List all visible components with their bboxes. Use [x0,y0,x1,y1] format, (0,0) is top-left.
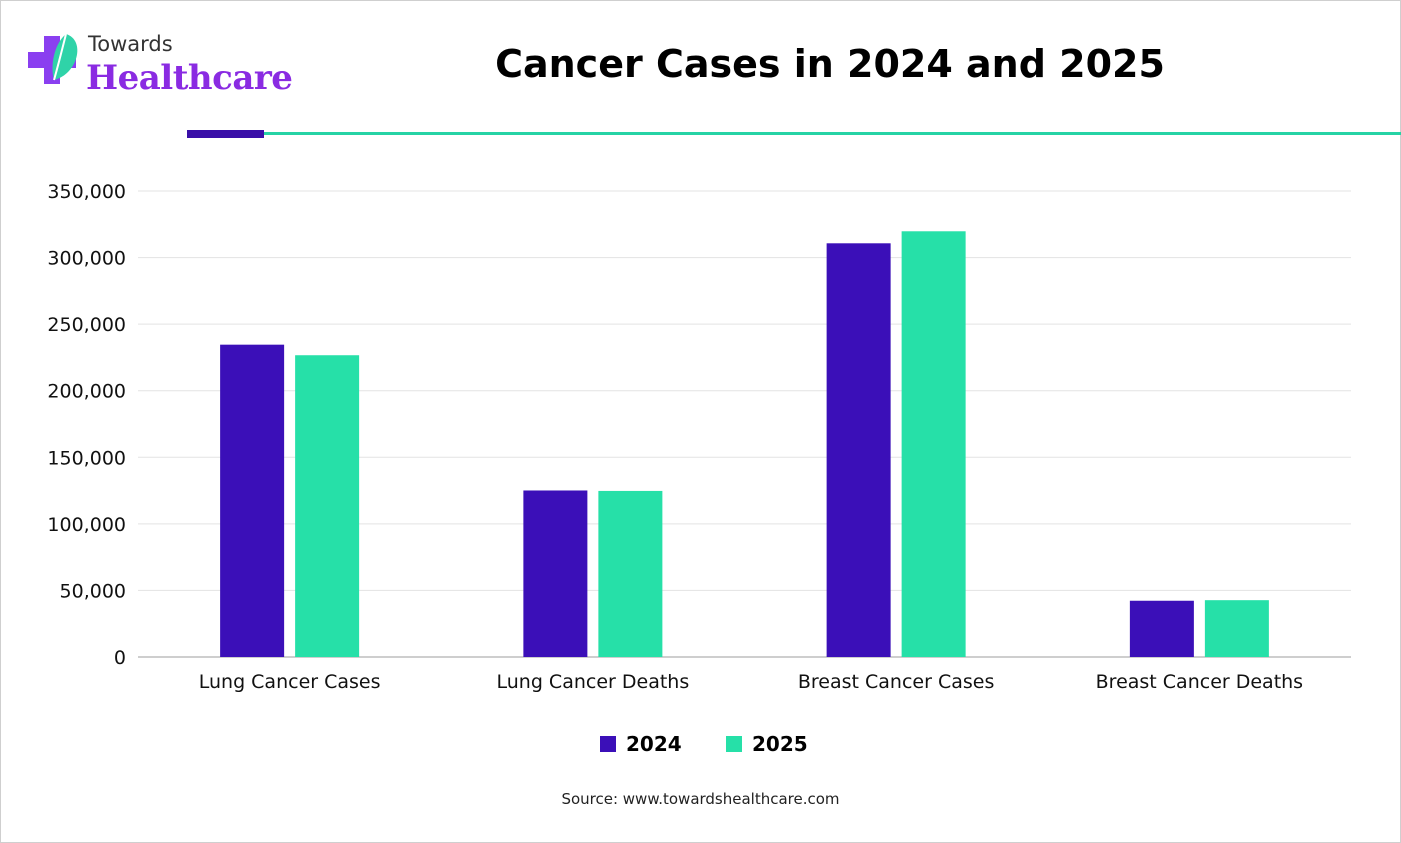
y-tick-label: 250,000 [47,314,126,336]
title-underline-rule [264,132,1401,135]
bar-2025 [1204,600,1269,657]
legend-item-2025: 2025 [726,730,808,758]
legend-label-2025: 2025 [752,732,808,756]
bar-2024 [523,490,588,657]
source-note: Source: www.towardshealthcare.com [561,790,840,808]
chart-title: Cancer Cases in 2024 and 2025 [495,42,1165,86]
y-tick-label: 200,000 [47,381,126,403]
x-category-label: Lung Cancer Cases [199,671,381,693]
y-tick-label: 0 [114,647,126,669]
legend-label-2024: 2024 [626,732,682,756]
bar-2024 [826,243,891,657]
bar-2025 [901,231,966,658]
legend: 2024 2025 [0,730,1401,760]
y-tick-label: 300,000 [47,248,126,270]
logo-text-healthcare: Healthcare [86,58,293,98]
bar-2024 [220,344,285,657]
logo-text-towards: Towards [88,32,173,56]
title-accent-block [187,130,264,138]
bar-2024 [1129,600,1194,657]
y-tick-label: 50,000 [60,580,126,602]
legend-item-2024: 2024 [600,730,682,758]
x-category-label: Lung Cancer Deaths [497,671,690,693]
legend-swatch-2025 [726,736,742,752]
y-tick-label: 350,000 [47,181,126,203]
y-tick-label: 150,000 [47,447,126,469]
x-category-label: Breast Cancer Deaths [1096,671,1303,693]
towards-healthcare-logo: Towards Healthcare [26,30,293,100]
y-tick-label: 100,000 [47,514,126,536]
legend-swatch-2024 [600,736,616,752]
x-category-label: Breast Cancer Cases [798,671,995,693]
medical-cross-leaf-icon [28,33,78,84]
bar-2025 [598,490,663,657]
bar-2025 [295,355,360,657]
